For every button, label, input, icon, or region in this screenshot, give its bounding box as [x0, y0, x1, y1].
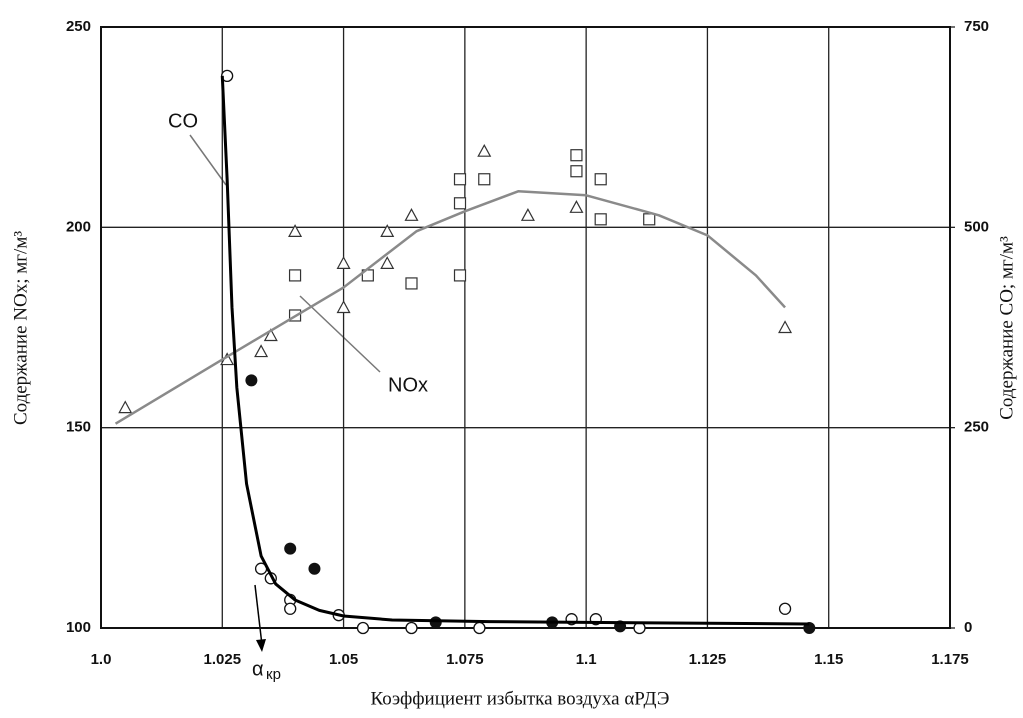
triangle-marker [336, 256, 351, 269]
triangle-marker [778, 320, 793, 334]
dot-marker [429, 616, 442, 629]
circle-marker [284, 602, 297, 615]
annotation: NOx [388, 374, 428, 396]
square-marker [405, 277, 418, 290]
square-marker [594, 173, 607, 186]
triangle-marker [380, 224, 395, 237]
x-tick-label: 1.05 [329, 651, 358, 668]
x-axis-title: Коэффициент избытка воздуха αРДЭ [371, 688, 670, 709]
x-tick-label: 1.175 [931, 651, 969, 668]
y-tick-label: 200 [66, 218, 91, 235]
x-tick-label: 1.125 [689, 651, 727, 668]
dot-marker [245, 374, 258, 387]
triangle-marker [263, 328, 278, 342]
x-tick-label: 1.025 [204, 651, 242, 668]
y2-tick-label: 500 [964, 218, 989, 235]
arrow [254, 584, 263, 646]
y2-tick-label: 0 [964, 619, 972, 636]
fit-curve [114, 190, 786, 425]
x-tick-label: 1.1 [576, 651, 597, 668]
circle-marker [473, 621, 486, 635]
triangle-marker [254, 344, 269, 358]
annotation: α [252, 658, 264, 680]
arrow-head [256, 639, 266, 652]
y-tick-label: 150 [66, 419, 91, 436]
fit-curve [220, 75, 810, 626]
dot-marker [308, 562, 321, 575]
circle-marker [356, 621, 370, 635]
y2-axis-title: Содержание CO; мг/м³ [996, 236, 1017, 420]
square-marker [570, 149, 583, 162]
triangle-marker [336, 300, 351, 314]
plot-frame [100, 26, 951, 629]
triangle-marker [477, 143, 492, 157]
triangle-marker [380, 256, 395, 269]
triangle-marker [118, 400, 133, 414]
dot-marker [284, 542, 297, 555]
square-marker [594, 213, 607, 226]
square-marker [453, 269, 467, 282]
y-tick-label: 250 [66, 18, 91, 35]
x-tick-label: 1.075 [446, 651, 484, 668]
leader-line [189, 134, 227, 186]
square-marker [453, 197, 467, 210]
y-tick-label: 100 [66, 619, 91, 636]
triangle-marker [404, 208, 419, 221]
x-tick-label: 1.0 [91, 651, 112, 668]
triangle-marker [569, 200, 584, 213]
circle-marker [405, 621, 418, 635]
triangle-marker [288, 224, 303, 237]
y-axis-title: Содержание NOx; мг/м³ [10, 231, 31, 425]
triangle-marker [520, 208, 535, 221]
y2-tick-label: 750 [964, 18, 989, 35]
square-marker [288, 269, 302, 282]
square-marker [643, 213, 656, 226]
square-marker [453, 173, 467, 186]
leader-line [299, 295, 381, 373]
circle-marker [778, 602, 792, 615]
circle-marker [220, 69, 234, 83]
annotation: CO [168, 110, 198, 132]
annotation: кр [266, 666, 281, 683]
square-marker [570, 165, 583, 178]
square-marker [478, 173, 491, 186]
x-tick-label: 1.15 [814, 651, 843, 668]
y2-tick-label: 250 [964, 419, 989, 436]
